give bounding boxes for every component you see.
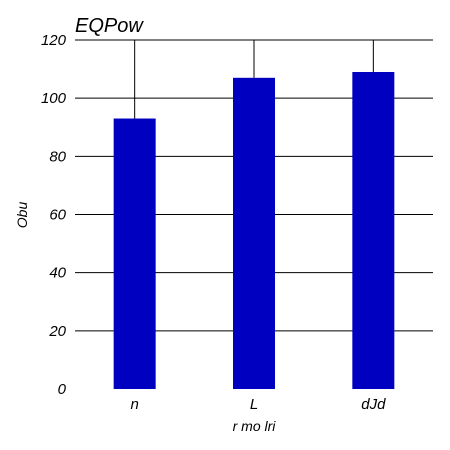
y-tick-label: 120 — [41, 32, 67, 49]
x-tick-label: L — [250, 396, 258, 413]
y-tick-label: 20 — [48, 323, 66, 340]
x-axis-label: r mo lri — [233, 418, 277, 434]
y-tick-label: 100 — [41, 90, 67, 107]
bars — [113, 71, 395, 390]
bar — [113, 118, 156, 390]
chart-title: EQPow — [75, 15, 144, 37]
bar — [352, 71, 395, 389]
x-tick-label: dJd — [361, 396, 386, 413]
bar — [233, 77, 275, 389]
y-tick-label: 60 — [49, 207, 66, 224]
x-tick-label: n — [130, 396, 138, 413]
y-axis-ticks: 0 20 40 60 80 100 120 — [41, 32, 67, 398]
y-tick-label: 40 — [49, 265, 66, 282]
y-tick-label: 80 — [49, 148, 66, 165]
error-bars — [134, 40, 374, 119]
y-tick-label: 0 — [58, 381, 67, 398]
y-axis-label: Obu — [14, 202, 30, 229]
